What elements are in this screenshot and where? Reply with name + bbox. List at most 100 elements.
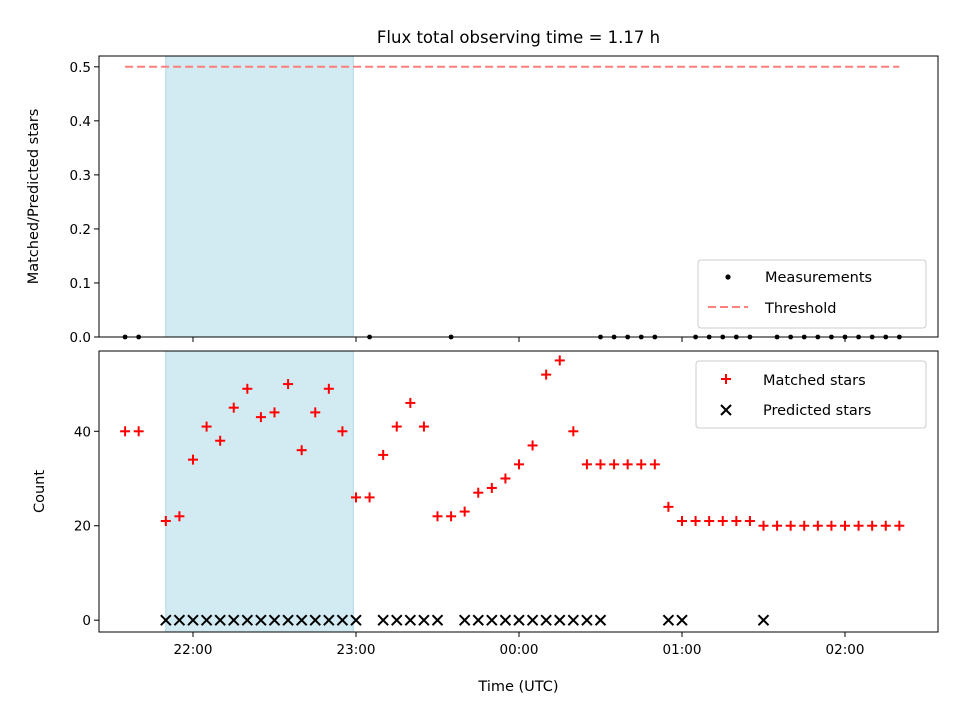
matched-star-point xyxy=(717,516,728,527)
top-plot-area: 0.0 0.1 0.2 0.3 0.4 0.5 xyxy=(70,55,939,346)
legend-measurements-label: Measurements xyxy=(765,270,872,286)
matched-star-point xyxy=(880,520,891,531)
matched-star-point xyxy=(690,516,701,527)
bottom-y-tick-label: 40 xyxy=(74,424,91,440)
bottom-shaded-interval xyxy=(165,350,354,633)
bottom-y-tick-label: 20 xyxy=(74,519,91,535)
matched-star-point xyxy=(785,520,796,531)
matched-star-point xyxy=(337,426,348,437)
bottom-x-tick-label: 00:00 xyxy=(500,642,539,658)
predicted-star-point xyxy=(581,614,593,626)
predicted-star-point xyxy=(377,614,389,626)
matched-star-point xyxy=(758,520,769,531)
matched-star-point xyxy=(704,516,715,527)
matched-star-point xyxy=(310,407,321,418)
matched-star-point xyxy=(731,516,742,527)
matched-star-point xyxy=(405,397,416,408)
bottom-legend: Matched stars Predicted stars xyxy=(695,360,927,429)
matched-star-point xyxy=(826,520,837,531)
predicted-star-point xyxy=(214,614,226,626)
matched-star-point xyxy=(255,412,266,423)
legend-predicted-label: Predicted stars xyxy=(763,403,871,419)
predicted-star-point xyxy=(295,614,308,626)
matched-star-point xyxy=(228,402,239,413)
matched-star-point xyxy=(486,482,497,493)
legend-matched-plus xyxy=(721,374,731,384)
predicted-star-point xyxy=(594,614,607,626)
top-y-tick-label: 0.0 xyxy=(70,330,91,346)
matched-star-point xyxy=(215,435,226,446)
matched-star-point xyxy=(296,445,307,456)
predicted-star-point xyxy=(431,614,444,626)
predicted-star-point xyxy=(472,614,484,626)
predicted-star-point xyxy=(526,614,539,626)
predicted-star-point xyxy=(200,614,213,626)
bottom-panel: Count Time (UTC) 0 20 40 22:00 23:00 00:00 01:… xyxy=(32,350,939,695)
predicted-star-point xyxy=(404,614,417,626)
predicted-star-point xyxy=(336,614,349,626)
bottom-x-tick-label: 23:00 xyxy=(337,642,376,658)
matched-star-point xyxy=(636,459,647,470)
predicted-star-point xyxy=(187,614,199,626)
matched-star-point xyxy=(894,520,905,531)
matched-star-point xyxy=(663,501,674,512)
top-y-tick-label: 0.2 xyxy=(70,222,91,238)
matched-star-point xyxy=(446,511,457,522)
predicted-star-point xyxy=(676,614,688,626)
predicted-star-point xyxy=(662,614,675,626)
top-y-tick-label: 0.3 xyxy=(70,168,91,184)
matched-star-point xyxy=(120,426,131,437)
bottom-x-tick-label: 22:00 xyxy=(174,642,213,658)
predicted-star-point xyxy=(540,614,552,626)
predicted-star-point xyxy=(160,614,172,626)
predicted-star-point xyxy=(757,614,770,626)
predicted-star-point xyxy=(255,614,267,626)
legend-matched-label: Matched stars xyxy=(763,373,866,389)
top-legend-box xyxy=(697,259,927,329)
predicted-star-point xyxy=(458,614,471,626)
bottom-x-tick-label: 01:00 xyxy=(663,642,702,658)
matched-star-point xyxy=(133,426,144,437)
predicted-star-point xyxy=(350,614,362,626)
matched-star-point xyxy=(364,492,375,503)
predicted-star-point xyxy=(486,614,498,626)
matched-star-point xyxy=(581,459,592,470)
matched-star-point xyxy=(391,421,402,432)
top-y-tick-label: 0.4 xyxy=(70,114,91,130)
matched-star-point xyxy=(595,459,606,470)
matched-star-point xyxy=(269,407,280,418)
predicted-star-point xyxy=(567,614,580,626)
matched-star-point xyxy=(459,506,470,517)
matched-star-point xyxy=(283,379,294,390)
matched-star-point xyxy=(174,511,185,522)
top-shaded-interval xyxy=(165,55,354,338)
predicted-star-point xyxy=(282,614,294,626)
matched-star-point xyxy=(867,520,878,531)
predicted-star-point xyxy=(323,614,335,626)
predicted-star-point xyxy=(228,614,240,626)
matched-star-point xyxy=(677,516,687,527)
matched-star-point xyxy=(609,459,620,470)
top-legend: Measurements Threshold xyxy=(697,259,927,329)
top-panel: Flux total observing time = 1.17 h Match… xyxy=(26,28,939,346)
matched-star-point xyxy=(527,440,538,451)
predicted-star-point xyxy=(499,614,512,626)
matched-star-point xyxy=(649,459,660,470)
matched-star-point xyxy=(378,449,389,460)
top-axes-frame xyxy=(98,55,939,338)
bottom-plot-area: 0 20 40 22:00 23:00 00:00 01:00 02:00 xyxy=(74,350,939,658)
predicted-star-point xyxy=(309,614,321,626)
legend-threshold-label: Threshold xyxy=(764,301,836,317)
matched-star-point xyxy=(432,511,443,522)
legend-predicted-marker xyxy=(720,404,732,416)
matched-star-point xyxy=(242,383,253,394)
bottom-axes-frame xyxy=(98,350,939,633)
matched-star-point xyxy=(840,520,850,531)
matched-star-point xyxy=(323,383,334,394)
matched-star-point xyxy=(541,369,552,380)
matched-star-point xyxy=(201,421,212,432)
bottom-legend-box xyxy=(695,360,927,429)
matched-star-point xyxy=(473,487,484,498)
